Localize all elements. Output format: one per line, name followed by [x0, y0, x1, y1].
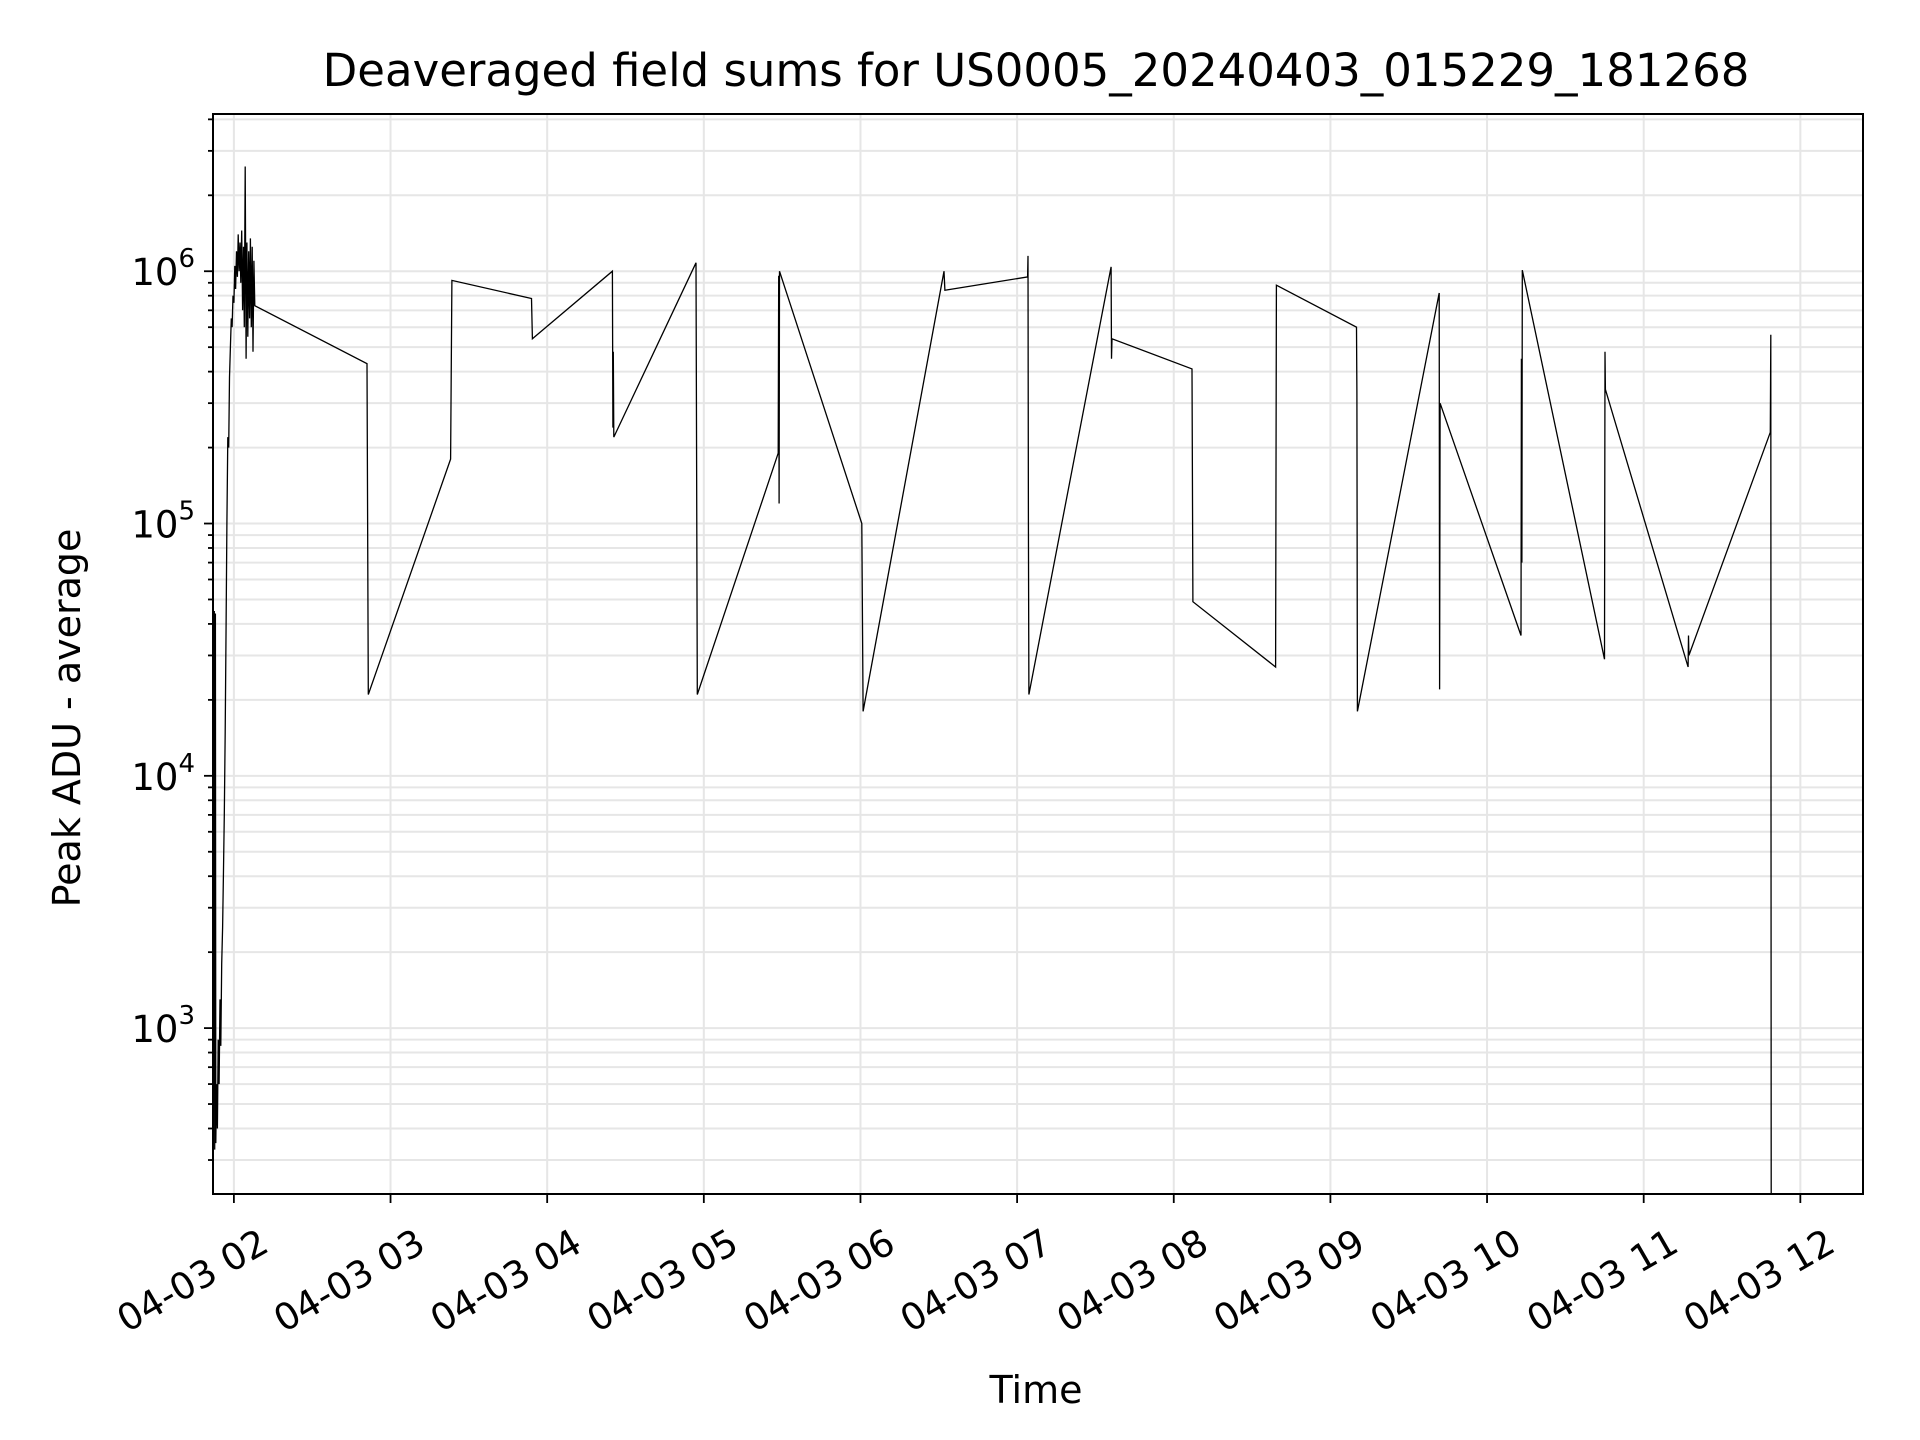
- chart-title: Deaveraged field sums for US0005_2024040…: [323, 44, 1750, 97]
- x-axis-label: Time: [989, 1368, 1083, 1412]
- grid: [213, 114, 1863, 1194]
- plot-area: [213, 166, 1772, 1195]
- y-tick-label: 103: [131, 1001, 195, 1051]
- series-line: [213, 166, 1772, 1195]
- y-tick-label: 104: [131, 749, 195, 799]
- y-tick-label: 105: [131, 497, 195, 547]
- y-tick-label: 106: [131, 244, 195, 294]
- y-axis-label: Peak ADU - average: [45, 529, 89, 908]
- y-axis: 103 104 105 106: [131, 118, 213, 1161]
- axes-frame: [212, 113, 1864, 1195]
